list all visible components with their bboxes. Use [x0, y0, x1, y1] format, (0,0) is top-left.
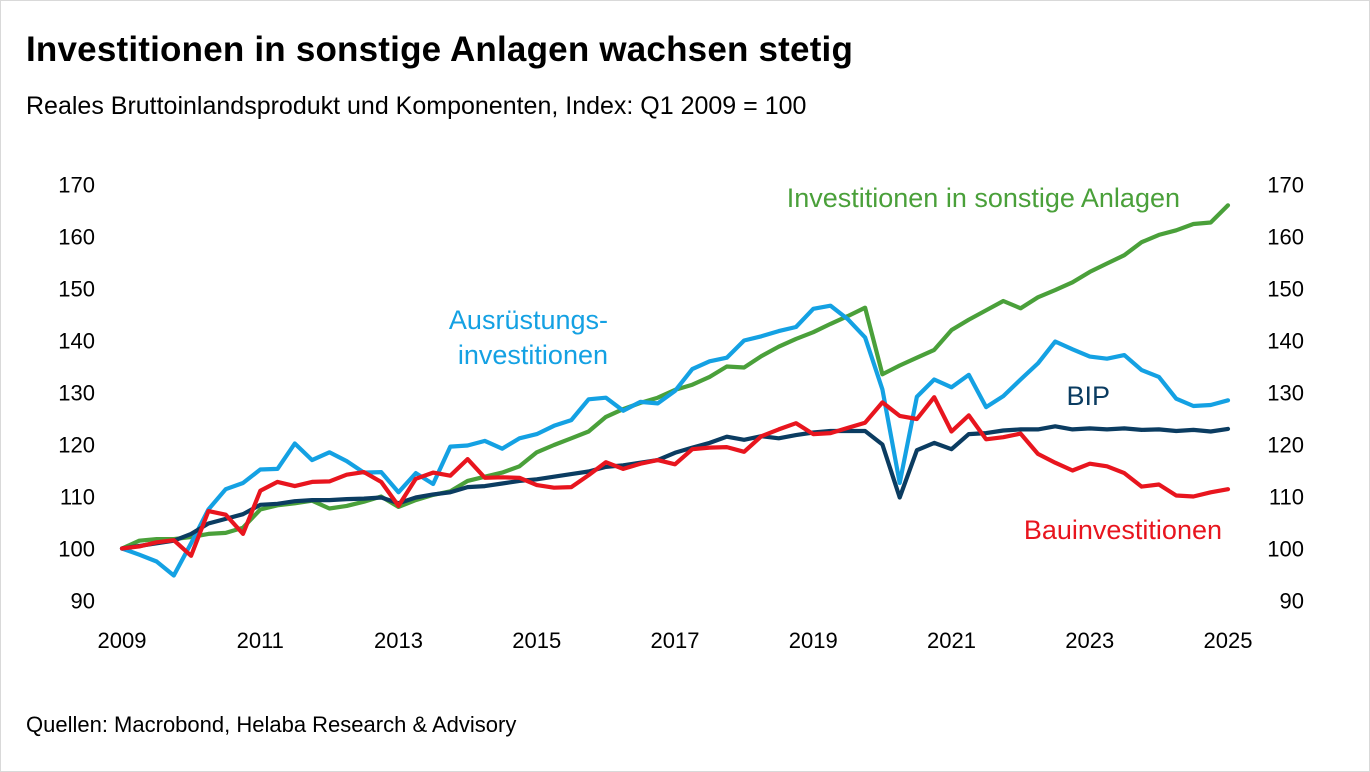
y-tick-label-left: 90: [71, 589, 95, 614]
x-tick-label: 2013: [374, 628, 423, 653]
series-labels: Investitionen in sonstige Anlagen Ausrüst…: [449, 183, 1222, 545]
y-tick-label-right: 110: [1269, 485, 1304, 510]
chart-subtitle: Reales Bruttoinlandsprodukt und Komponen…: [26, 92, 807, 120]
x-tick-label: 2009: [98, 628, 147, 653]
y-tick-label-right: 140: [1267, 329, 1304, 354]
x-tick-label: 2015: [512, 628, 561, 653]
y-tick-label-right: 150: [1267, 277, 1304, 302]
x-tick-label: 2025: [1204, 628, 1253, 653]
series-label-1: investitionen: [458, 340, 608, 370]
y-axis-left: 90 100 110 120 130 140 150 160 170: [58, 173, 95, 614]
chart-title: Investitionen in sonstige Anlagen wachse…: [26, 30, 854, 69]
y-tick-label-right: 100: [1267, 537, 1304, 562]
x-tick-label: 2017: [651, 628, 700, 653]
y-tick-label-left: 170: [58, 173, 95, 198]
y-tick-label-right: 130: [1267, 381, 1304, 406]
series-label-1: Ausrüstungs-: [449, 305, 608, 335]
x-axis: 2009 2011 2013 2015 2017 2019 2021 2023 2025: [98, 628, 1253, 653]
series-lines: [119, 203, 1231, 578]
y-tick-label-left: 140: [58, 329, 95, 354]
y-tick-label-right: 170: [1267, 173, 1304, 198]
series-line-0: [119, 203, 1231, 551]
series-line-3: [119, 395, 1231, 558]
series-label-0: Investitionen in sonstige Anlagen: [787, 183, 1180, 213]
source-note: Quellen: Macrobond, Helaba Research & Ad…: [26, 712, 517, 737]
series-label-3: Bauinvestitionen: [1024, 515, 1222, 545]
x-tick-label: 2023: [1065, 628, 1114, 653]
x-tick-label: 2019: [789, 628, 838, 653]
series-line-1: [119, 303, 1231, 578]
x-tick-label: 2011: [237, 628, 284, 653]
series-label-2: BIP: [1066, 381, 1110, 411]
y-axis-right: 90 100 110 120 130 140 150 160 170: [1267, 173, 1304, 614]
y-tick-label-right: 120: [1267, 433, 1304, 458]
y-tick-label-left: 100: [58, 537, 95, 562]
y-tick-label-left: 110: [60, 485, 95, 510]
series-line-2: [119, 424, 1231, 551]
y-tick-label-left: 150: [58, 277, 95, 302]
y-tick-label-left: 120: [58, 433, 95, 458]
x-tick-label: 2021: [927, 628, 976, 653]
y-tick-label-left: 130: [58, 381, 95, 406]
y-tick-label-right: 160: [1267, 225, 1304, 250]
y-tick-label-left: 160: [58, 225, 95, 250]
y-tick-label-right: 90: [1280, 589, 1304, 614]
